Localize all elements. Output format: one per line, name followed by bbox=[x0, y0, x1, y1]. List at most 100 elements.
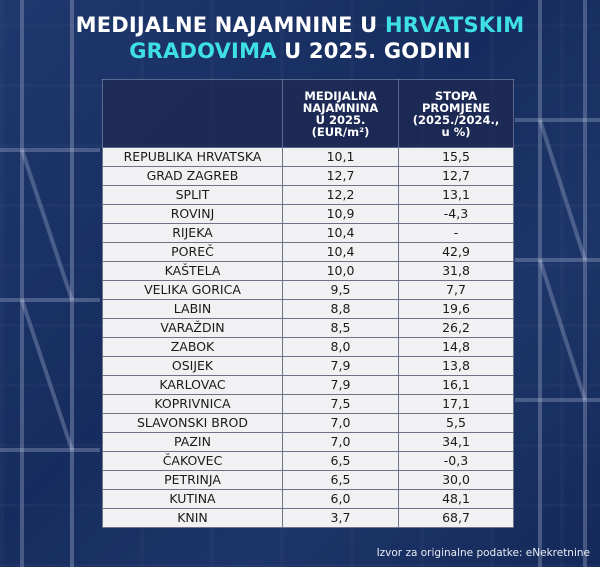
change-rate-cell: 14,8 bbox=[398, 337, 514, 357]
city-cell: GRAD ZAGREB bbox=[102, 166, 283, 186]
median-rent-cell: 7,5 bbox=[282, 394, 399, 414]
table-row: VELIKA GORICA 9,5 7,7 bbox=[102, 280, 514, 300]
city-cell: PETRINJA bbox=[102, 470, 283, 490]
table-header-row: MEDIJALNA NAJAMNINA U 2025. (EUR/m²) STOPA P… bbox=[102, 79, 514, 148]
table-row: KNIN 3,7 68,7 bbox=[102, 508, 514, 528]
header-line: PROMJENE bbox=[421, 100, 491, 115]
header-line: (EUR/m²) bbox=[311, 124, 370, 139]
median-rent-cell: 7,9 bbox=[282, 375, 399, 395]
table-row: POREČ 10,4 42,9 bbox=[102, 242, 514, 262]
city-cell: KAŠTELA bbox=[102, 261, 283, 281]
table-row: KOPRIVNICA 7,5 17,1 bbox=[102, 394, 514, 414]
header-line: (2025./2024., bbox=[412, 112, 500, 127]
city-cell: VARAŽDIN bbox=[102, 318, 283, 338]
title-highlight2: GRADOVIMA bbox=[129, 39, 277, 63]
rent-table: MEDIJALNA NAJAMNINA U 2025. (EUR/m²) STOPA P… bbox=[102, 79, 514, 528]
city-cell: KNIN bbox=[102, 508, 283, 528]
median-rent-cell: 8,5 bbox=[282, 318, 399, 338]
city-cell: RIJEKA bbox=[102, 223, 283, 243]
median-rent-cell: 6,5 bbox=[282, 451, 399, 471]
table-row: KUTINA 6,0 48,1 bbox=[102, 489, 514, 509]
table-row: REPUBLIKA HRVATSKA 10,1 15,5 bbox=[102, 147, 514, 167]
chart-title: MEDIJALNE NAJAMNINE U HRVATSKIM GRADOVIM… bbox=[0, 12, 600, 64]
change-rate-cell: 13,8 bbox=[398, 356, 514, 376]
change-rate-cell: 34,1 bbox=[398, 432, 514, 452]
table-row: LABIN 8,8 19,6 bbox=[102, 299, 514, 319]
change-rate-cell: 13,1 bbox=[398, 185, 514, 205]
city-cell: KUTINA bbox=[102, 489, 283, 509]
change-rate-cell: 7,7 bbox=[398, 280, 514, 300]
change-rate-cell: - bbox=[398, 223, 514, 243]
median-rent-cell: 10,0 bbox=[282, 261, 399, 281]
median-rent-cell: 7,0 bbox=[282, 413, 399, 433]
median-rent-cell: 10,4 bbox=[282, 242, 399, 262]
change-rate-cell: 12,7 bbox=[398, 166, 514, 186]
change-rate-cell: 42,9 bbox=[398, 242, 514, 262]
city-cell: POREČ bbox=[102, 242, 283, 262]
table-row: GRAD ZAGREB 12,7 12,7 bbox=[102, 166, 514, 186]
change-rate-cell: 68,7 bbox=[398, 508, 514, 528]
change-rate-cell: 5,5 bbox=[398, 413, 514, 433]
median-rent-cell: 3,7 bbox=[282, 508, 399, 528]
table-row: SPLIT 12,2 13,1 bbox=[102, 185, 514, 205]
change-rate-cell: 31,8 bbox=[398, 261, 514, 281]
median-rent-cell: 7,9 bbox=[282, 356, 399, 376]
city-cell: LABIN bbox=[102, 299, 283, 319]
median-rent-cell: 10,4 bbox=[282, 223, 399, 243]
table-row: RIJEKA 10,4- bbox=[102, 223, 514, 243]
city-cell: REPUBLIKA HRVATSKA bbox=[102, 147, 283, 167]
city-cell: ROVINJ bbox=[102, 204, 283, 224]
median-rent-cell: 8,8 bbox=[282, 299, 399, 319]
city-cell: PAZIN bbox=[102, 432, 283, 452]
table-row: ČAKOVEC 6,5 -0,3 bbox=[102, 451, 514, 471]
change-rate-cell: -4,3 bbox=[398, 204, 514, 224]
header-line: u %) bbox=[441, 124, 471, 139]
table-row: PETRINJA 6,5 30,0 bbox=[102, 470, 514, 490]
change-rate-cell: 19,6 bbox=[398, 299, 514, 319]
title-highlight1: HRVATSKIM bbox=[384, 13, 525, 37]
median-rent-cell: 10,1 bbox=[282, 147, 399, 167]
median-rent-cell: 8,0 bbox=[282, 337, 399, 357]
header-median-rent: MEDIJALNA NAJAMNINA U 2025. (EUR/m²) bbox=[282, 79, 399, 148]
median-rent-cell: 10,9 bbox=[282, 204, 399, 224]
table-row: KARLOVAC 7,9 16,1 bbox=[102, 375, 514, 395]
city-cell: KARLOVAC bbox=[102, 375, 283, 395]
table-row: ZABOK 8,0 14,8 bbox=[102, 337, 514, 357]
city-cell: ZABOK bbox=[102, 337, 283, 357]
header-line: U 2025. bbox=[315, 112, 366, 127]
source-note: Izvor za originalne podatke: eNekretnine bbox=[376, 547, 590, 559]
median-rent-cell: 9,5 bbox=[282, 280, 399, 300]
table-row: PAZIN 7,0 34,1 bbox=[102, 432, 514, 452]
header-line: STOPA bbox=[434, 88, 478, 103]
table-row: KAŠTELA 10,0 31,8 bbox=[102, 261, 514, 281]
change-rate-cell: 26,2 bbox=[398, 318, 514, 338]
city-cell: OSIJEK bbox=[102, 356, 283, 376]
median-rent-cell: 6,0 bbox=[282, 489, 399, 509]
city-cell: SPLIT bbox=[102, 185, 283, 205]
change-rate-cell: -0,3 bbox=[398, 451, 514, 471]
table-row: OSIJEK 7,9 13,8 bbox=[102, 356, 514, 376]
median-rent-cell: 12,2 bbox=[282, 185, 399, 205]
header-line: MEDIJALNA bbox=[304, 88, 377, 103]
city-cell: VELIKA GORICA bbox=[102, 280, 283, 300]
median-rent-cell: 12,7 bbox=[282, 166, 399, 186]
title-part2: U 2025. GODINI bbox=[276, 39, 471, 63]
title-part1: MEDIJALNE NAJAMNINE U bbox=[75, 13, 385, 37]
city-cell: SLAVONSKI BROD bbox=[102, 413, 283, 433]
change-rate-cell: 17,1 bbox=[398, 394, 514, 414]
change-rate-cell: 30,0 bbox=[398, 470, 514, 490]
change-rate-cell: 16,1 bbox=[398, 375, 514, 395]
table-row: VARAŽDIN 8,5 26,2 bbox=[102, 318, 514, 338]
city-cell: KOPRIVNICA bbox=[102, 394, 283, 414]
change-rate-cell: 48,1 bbox=[398, 489, 514, 509]
median-rent-cell: 6,5 bbox=[282, 470, 399, 490]
change-rate-cell: 15,5 bbox=[398, 147, 514, 167]
city-cell: ČAKOVEC bbox=[102, 451, 283, 471]
table-row: ROVINJ 10,9 -4,3 bbox=[102, 204, 514, 224]
header-change-rate: STOPA PROMJENE (2025./2024., u %) bbox=[398, 79, 514, 148]
table-row: SLAVONSKI BROD 7,0 5,5 bbox=[102, 413, 514, 433]
header-line: NAJAMNINA bbox=[302, 100, 379, 115]
header-city bbox=[102, 79, 283, 148]
median-rent-cell: 7,0 bbox=[282, 432, 399, 452]
